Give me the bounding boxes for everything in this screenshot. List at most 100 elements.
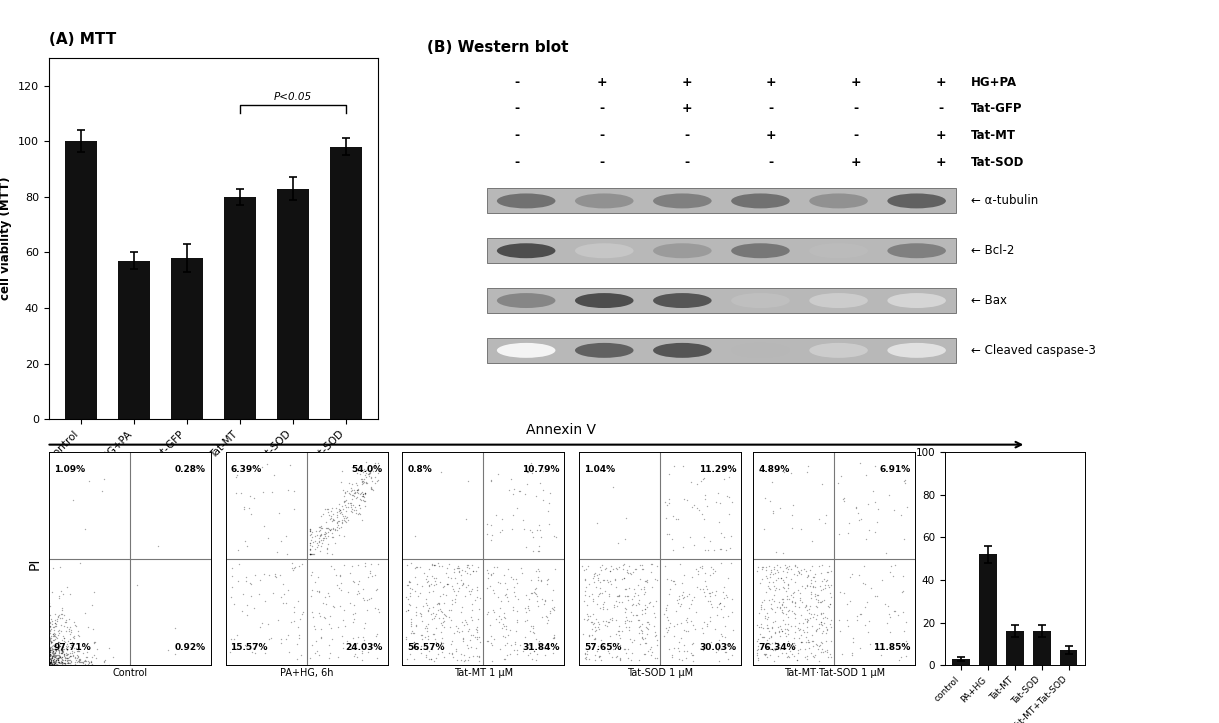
Ellipse shape	[653, 293, 712, 308]
Point	[778, 624, 797, 636]
Point	[525, 583, 545, 594]
Point	[880, 626, 900, 638]
Point	[44, 651, 63, 662]
Point	[52, 656, 72, 668]
Point	[55, 651, 74, 663]
Point	[307, 537, 327, 549]
Point	[601, 560, 620, 572]
Point	[412, 581, 432, 592]
Point	[441, 604, 461, 616]
Point	[477, 529, 496, 540]
Point	[446, 643, 466, 654]
Point	[527, 654, 546, 666]
Point	[283, 564, 302, 576]
Point	[316, 522, 335, 534]
Point	[423, 559, 442, 570]
Point	[610, 654, 629, 666]
Point	[758, 580, 778, 591]
Point	[542, 594, 562, 606]
Point	[357, 594, 377, 606]
Point	[346, 492, 366, 504]
Point	[57, 581, 77, 592]
Point	[820, 565, 840, 577]
Point	[577, 651, 596, 663]
Point	[344, 504, 363, 515]
Point	[339, 478, 358, 489]
Point	[45, 630, 65, 642]
Point	[705, 623, 724, 635]
Point	[284, 601, 304, 612]
Point	[68, 629, 88, 641]
Point	[330, 570, 350, 581]
Point	[778, 578, 797, 590]
Point	[56, 640, 76, 651]
Point	[618, 590, 638, 602]
Point	[400, 599, 419, 611]
Point	[542, 632, 562, 643]
Point	[783, 605, 802, 617]
Point	[521, 639, 540, 651]
Point	[812, 643, 831, 655]
Point	[40, 620, 60, 632]
Point	[791, 523, 811, 534]
Point	[718, 610, 737, 622]
Point	[506, 625, 525, 636]
Point	[783, 649, 802, 660]
Point	[613, 563, 633, 575]
Point	[801, 565, 820, 576]
Point	[44, 647, 63, 659]
Point	[467, 565, 486, 576]
Point	[701, 612, 720, 623]
Point	[39, 654, 59, 666]
Point	[777, 562, 796, 573]
Point	[787, 561, 807, 573]
Point	[614, 643, 634, 655]
Point	[59, 636, 78, 647]
Point	[530, 477, 550, 489]
Point	[784, 568, 803, 580]
Point	[701, 598, 720, 609]
Point	[478, 564, 497, 576]
Point	[785, 560, 805, 572]
Point	[243, 643, 262, 654]
Point	[39, 654, 59, 665]
Point	[722, 530, 741, 542]
Point	[341, 497, 361, 509]
Point	[669, 593, 689, 604]
Point	[49, 654, 68, 666]
Point	[756, 586, 775, 597]
Point	[236, 599, 256, 611]
Point	[467, 651, 486, 662]
Point	[490, 526, 510, 538]
Point	[222, 581, 241, 592]
Point	[84, 586, 104, 598]
Point	[45, 617, 65, 629]
Point	[301, 549, 321, 560]
Point	[620, 568, 640, 579]
Point	[545, 530, 564, 542]
Point	[40, 617, 60, 629]
Point	[790, 592, 809, 604]
Point	[603, 481, 623, 492]
Point	[55, 632, 74, 643]
Point	[777, 630, 796, 641]
Point	[529, 545, 549, 557]
Point	[364, 471, 384, 482]
Point	[55, 649, 74, 660]
Point	[747, 644, 767, 656]
Point	[50, 652, 69, 664]
Point	[703, 562, 723, 574]
Point	[664, 630, 684, 642]
Point	[780, 646, 800, 657]
Point	[892, 586, 912, 598]
Point	[713, 630, 733, 642]
Point	[496, 578, 516, 589]
Point	[40, 600, 60, 612]
Point	[345, 487, 364, 499]
Point	[656, 560, 675, 572]
Point	[39, 657, 59, 669]
Point	[302, 639, 322, 651]
Point	[333, 514, 352, 526]
Point	[634, 583, 653, 595]
Point	[433, 633, 452, 644]
